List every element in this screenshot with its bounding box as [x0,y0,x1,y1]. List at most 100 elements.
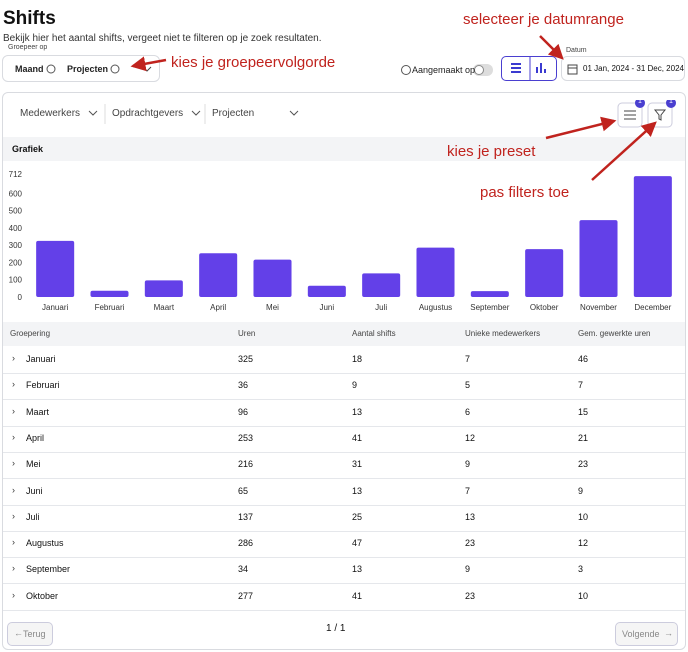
y-tick-label: 200 [9,258,23,267]
bar [307,285,346,297]
column-header: Aantal shifts [352,329,396,338]
bar [525,249,564,297]
x-tick-label: Februari [95,303,125,312]
table-cell: 18 [352,354,363,364]
bar [416,247,455,297]
subtitle: Bekijk hier het aantal shifts, vergeet n… [3,33,322,44]
expand-icon: › [12,379,15,390]
bar [144,280,183,297]
table-cell: 10 [578,511,589,522]
column-header: Gem. gewerkte uren [578,329,651,338]
table-cell: 7 [578,380,584,391]
table-cell: 25 [352,511,363,522]
table-cell: April [26,432,45,443]
table-cell: 34 [238,564,249,575]
view-toggle[interactable] [501,56,557,81]
x-tick-label: Juni [319,303,334,312]
filter[interactable]: Opdrachtgevers [112,108,184,119]
badge: 1 [669,98,673,105]
annotation: kies je groepeervolgorde [171,54,336,71]
table-cell: 216 [238,459,254,470]
table-cell: 12 [465,432,476,443]
table-cell: Juli [26,511,40,522]
annotation: selecteer je datumrange [463,11,624,28]
page-indicator: 1 / 1 [326,623,346,634]
table-cell: 6 [465,406,471,417]
table-cell: 41 [352,432,363,443]
row-divider [3,373,685,374]
x-tick-label: Augustus [419,303,452,312]
chip[interactable]: Maand [15,64,44,74]
prev-label: Terug [23,629,46,639]
annotation: kies je preset [447,143,536,160]
column-header: Groepering [10,329,51,338]
expand-icon: › [12,431,15,442]
next-label: Volgende [622,629,660,639]
section-bar [3,137,685,161]
table-cell: 7 [465,354,471,364]
expand-icon: › [12,537,15,548]
row-divider [3,451,685,453]
prev-button[interactable]: ← Terug [7,622,53,646]
bar [579,220,618,297]
view-icons [511,57,546,80]
date-picker[interactable]: 01 Jan, 2024 - 31 Dec, 2024 [561,56,685,81]
bar [362,273,401,297]
chart: 0 100 200 300 400 500 600 712 Januari Februari Maa… [9,170,672,312]
table-cell: 9 [578,485,584,496]
table-cell: 9 [465,459,471,470]
table-cell: 46 [578,354,589,364]
x-tick-label: Oktober [530,303,559,312]
table-cell: 9 [465,564,471,575]
chip[interactable]: Projecten [67,64,109,74]
table-cell: Mei [26,459,41,470]
filter-icons [88,100,676,128]
toggle-label[interactable]: Aangemaakt op [412,65,476,75]
y-tick-label: 400 [9,224,23,233]
table-cell: September [26,564,71,575]
row-divider [3,478,685,480]
bar [470,291,509,297]
table-cell: 137 [238,511,254,522]
table-cell: 15 [578,406,589,417]
table-cell: Januari [26,354,56,364]
y-tick-label: 100 [9,276,23,285]
bar [36,240,75,297]
table-cell: 23 [578,459,589,470]
table-cell: 253 [238,432,254,443]
table-cell: Maart [26,406,50,417]
bar [199,253,238,297]
expand-icon: › [12,458,15,469]
y-tick-label: 600 [9,189,23,198]
filter[interactable]: Projecten [212,108,255,119]
x-tick-label: Maart [154,303,175,312]
row-divider [3,425,685,427]
expand-icon: › [12,510,15,521]
table: Groepering Uren Aantal shifts Unieke medewe… [3,329,685,611]
calendar-icon [567,64,578,75]
y-tick-label: 500 [9,207,23,216]
table-cell: Februari [26,380,60,391]
table-cell: 13 [352,485,363,496]
y-tick-label: 0 [18,293,23,302]
expand-icon: › [12,353,15,363]
group-select[interactable]: Maand Projecten [2,55,160,82]
table-cell: 13 [465,511,476,522]
filter[interactable]: Medewerkers [20,108,81,119]
table-cell: 5 [465,380,471,391]
table-cell: 96 [238,406,249,417]
table-cell: Augustus [26,538,64,549]
table-cell: 277 [238,590,254,601]
group-label: Groepeer op [8,44,48,51]
table-cell: 36 [238,380,249,391]
expand-icon: › [12,589,15,600]
table-cell: 3 [578,564,584,575]
bar [253,259,292,297]
table-cell: 21 [578,432,589,443]
row-divider [3,530,685,532]
table-cell: 31 [352,459,363,470]
next-button[interactable]: Volgende → [615,622,678,646]
table-cell: 23 [465,590,476,601]
bar [90,290,129,297]
x-tick-label: September [470,303,509,312]
